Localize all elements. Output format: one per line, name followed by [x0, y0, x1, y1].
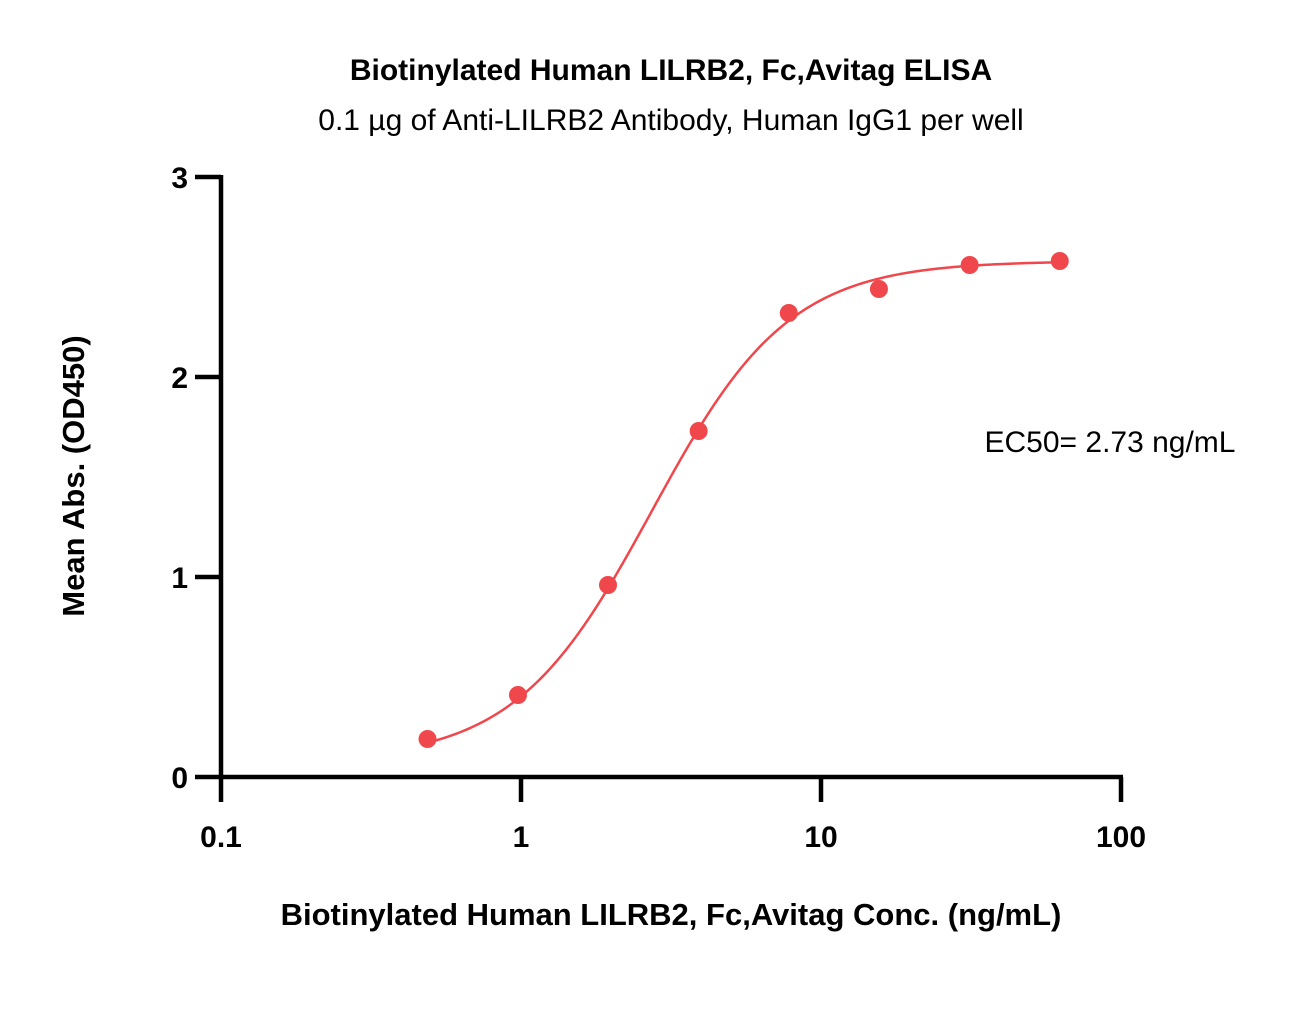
x-tick-label: 0.1 [200, 821, 242, 854]
x-axis-label: Biotinylated Human LILRB2, Fc,Avitag Con… [281, 897, 1062, 932]
chart-subtitle: 0.1 µg of Anti-LILRB2 Antibody, Human Ig… [318, 104, 1023, 137]
data-point [508, 686, 527, 704]
y-tick-label: 0 [171, 762, 188, 795]
plot-area [418, 252, 1069, 748]
data-point [689, 422, 708, 440]
fit-curve-layer [427, 261, 1060, 744]
x-axis-ticks: 0.1 1 10 100 [200, 777, 1146, 854]
y-axis-label: Mean Abs. (OD450) [56, 335, 91, 616]
y-tick-label: 3 [171, 162, 188, 195]
y-axis-ticks: 0 1 2 3 [171, 162, 221, 795]
x-tick-label: 1 [513, 821, 530, 854]
data-point [779, 304, 798, 322]
data-point [1050, 252, 1069, 270]
data-point [599, 576, 618, 594]
data-point [960, 256, 979, 274]
data-points-layer [418, 252, 1069, 748]
y-tick-label: 2 [171, 362, 188, 395]
data-point [418, 730, 437, 748]
fit-curve [427, 261, 1060, 744]
chart-title: Biotinylated Human LILRB2, Fc,Avitag ELI… [350, 54, 992, 87]
x-tick-label: 100 [1096, 821, 1146, 854]
y-tick-label: 1 [171, 562, 188, 595]
data-point [869, 280, 888, 298]
x-tick-label: 10 [804, 821, 837, 854]
ec50-annotation: EC50= 2.73 ng/mL [984, 426, 1235, 459]
